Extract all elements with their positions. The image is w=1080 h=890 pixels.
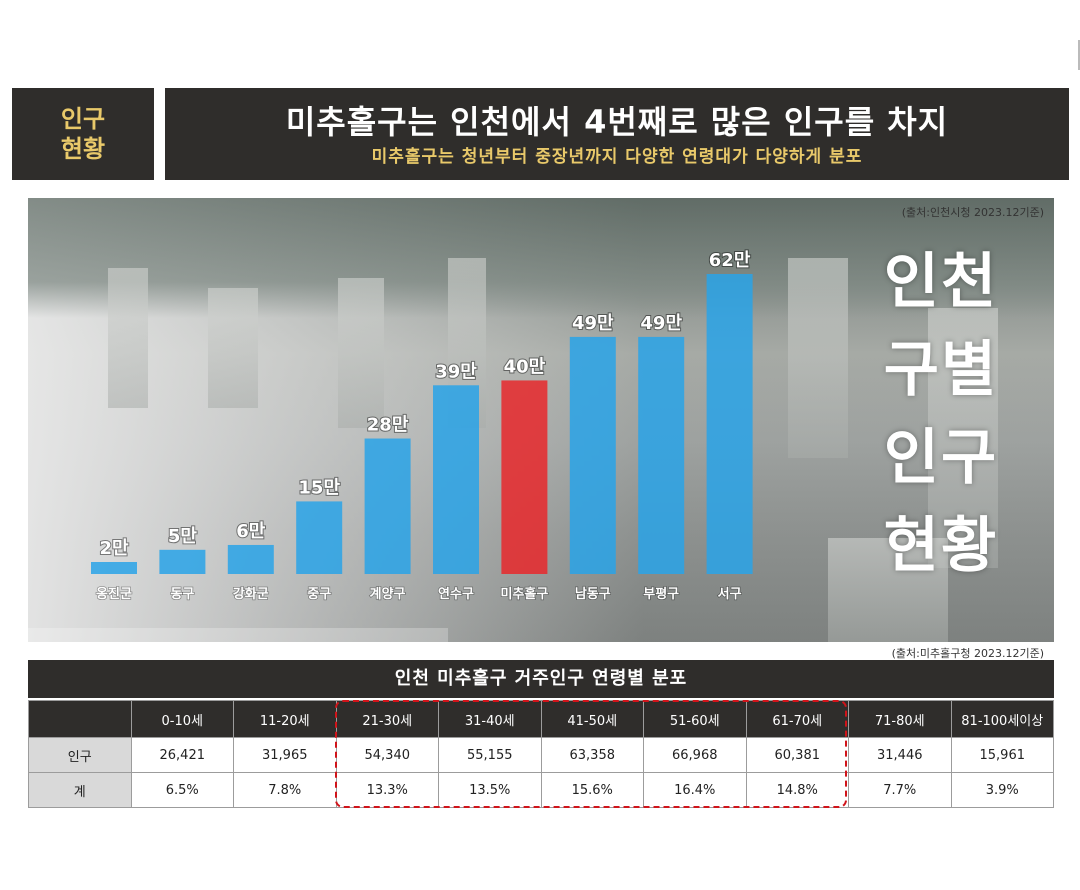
- side-title-line: 현황: [883, 511, 999, 581]
- category-label: 남동구: [575, 586, 611, 602]
- page-title: 미추홀구는 인천에서 4번째로 많은 인구를 차지: [285, 103, 949, 141]
- bar-강화군: [227, 544, 274, 574]
- bar-연수구: [433, 385, 479, 574]
- category-label: 옹진군: [96, 586, 132, 602]
- table-cell: 6.5%: [130, 772, 234, 808]
- city-photo-chart: (출처:인천시청 2023.12기준) 2만 옹진군 5만 동구 6만 강화군 15만 중구 2…: [28, 198, 1054, 642]
- table-cell: 31,965: [233, 737, 337, 773]
- table-header-row: 0-10세 11-20세 21-30세 31-40세 41-50세 51-60세…: [28, 700, 1054, 738]
- table-cell: 15,961: [950, 737, 1054, 773]
- bar-value-label: 28만: [367, 415, 409, 436]
- table-row: 계 6.5% 7.8% 13.3% 13.5% 15.6% 16.4% 14.8…: [28, 772, 1054, 808]
- table-cell: 7.7%: [848, 772, 952, 808]
- table-cell: 55,155: [438, 737, 542, 773]
- header-cell: 61-70세: [745, 700, 849, 738]
- header-cell: [28, 700, 132, 738]
- category-label: 서구: [718, 587, 742, 602]
- table-cell: 15.6%: [540, 772, 644, 808]
- bar-value-label: 5만: [168, 526, 198, 547]
- bar-중구: [296, 501, 343, 574]
- section-label: 인구 현황: [12, 88, 154, 180]
- side-title-line: 구별: [883, 335, 999, 405]
- category-label: 중구: [307, 587, 331, 602]
- side-title-line: 인구: [883, 423, 999, 493]
- bar-계양구: [364, 438, 411, 574]
- header-banner: 미추홀구는 인천에서 4번째로 많은 인구를 차지 미추홀구는 청년부터 중장년…: [165, 88, 1069, 180]
- bar-value-label: 39만: [435, 361, 477, 382]
- header-cell: 0-10세: [130, 700, 234, 738]
- side-title-line: 인천: [883, 247, 999, 317]
- header-cell: 21-30세: [335, 700, 439, 738]
- header-cell: 71-80세: [848, 700, 952, 738]
- bar-value-label: 2만: [99, 538, 129, 559]
- table-cell: 16.4%: [643, 772, 747, 808]
- bar-부평구: [638, 336, 685, 574]
- category-label: 강화군: [233, 586, 269, 602]
- bar-동구: [159, 549, 206, 574]
- category-label: 미추홀구: [500, 586, 548, 602]
- bar-미추홀구: [501, 380, 548, 574]
- chart-source-note: (출처:인천시청 2023.12기준): [901, 206, 1044, 219]
- bar-value-label: 49만: [572, 313, 614, 334]
- table-cell: 60,381: [745, 737, 849, 773]
- bar-옹진군: [91, 562, 137, 574]
- header-cell: 31-40세: [438, 700, 542, 738]
- category-label: 부평구: [643, 586, 679, 602]
- bar-value-label: 6만: [236, 521, 266, 542]
- category-label: 동구: [170, 587, 194, 602]
- table-cell: 13.3%: [335, 772, 439, 808]
- category-label: 연수구: [438, 587, 474, 602]
- bar-서구: [706, 274, 753, 574]
- section-label-line1: 인구: [60, 105, 106, 133]
- table-cell: 13.5%: [438, 772, 542, 808]
- bar-value-label: 62만: [709, 250, 751, 271]
- table-cell: 3.9%: [950, 772, 1054, 808]
- table-title: 인천 미추홀구 거주인구 연령별 분포: [28, 660, 1054, 698]
- building-shape: [928, 308, 998, 568]
- bar-value-label: 15만: [298, 477, 340, 498]
- category-label: 계양구: [370, 587, 406, 602]
- header-cell: 41-50세: [540, 700, 644, 738]
- header-cell: 51-60세: [643, 700, 747, 738]
- building-shape: [788, 258, 848, 458]
- building-shape: [338, 278, 384, 428]
- table-source-note: (출처:미추홀구청 2023.12기준): [891, 647, 1044, 660]
- hill-backdrop: [28, 198, 1054, 318]
- bar-value-label: 40만: [504, 356, 546, 377]
- table-cell: 54,340: [335, 737, 439, 773]
- table-cell: 31,446: [848, 737, 952, 773]
- building-shape: [108, 268, 148, 408]
- age-distribution-table: 0-10세 11-20세 21-30세 31-40세 41-50세 51-60세…: [28, 700, 1054, 808]
- row-header: 계: [28, 772, 132, 808]
- river-shape: [28, 628, 448, 642]
- scroll-edge: [1078, 40, 1080, 70]
- row-header: 인구: [28, 737, 132, 773]
- bar-남동구: [569, 336, 616, 574]
- side-title: 인천 구별 인구 현황: [866, 238, 1016, 590]
- table-row: 인구 26,421 31,965 54,340 55,155 63,358 66…: [28, 737, 1054, 773]
- header-cell: 81-100세이상: [950, 700, 1054, 738]
- table-cell: 7.8%: [233, 772, 337, 808]
- table-cell: 26,421: [130, 737, 234, 773]
- building-shape: [208, 288, 258, 408]
- building-shape: [828, 538, 948, 642]
- section-label-line2: 현황: [60, 135, 106, 163]
- table-cell: 66,968: [643, 737, 747, 773]
- bar-value-label: 49만: [640, 313, 682, 334]
- table-cell: 63,358: [540, 737, 644, 773]
- table-cell: 14.8%: [745, 772, 849, 808]
- page-subtitle: 미추홀구는 청년부터 중장년까지 다양한 연령대가 다양하게 분포: [371, 147, 863, 167]
- header-cell: 11-20세: [233, 700, 337, 738]
